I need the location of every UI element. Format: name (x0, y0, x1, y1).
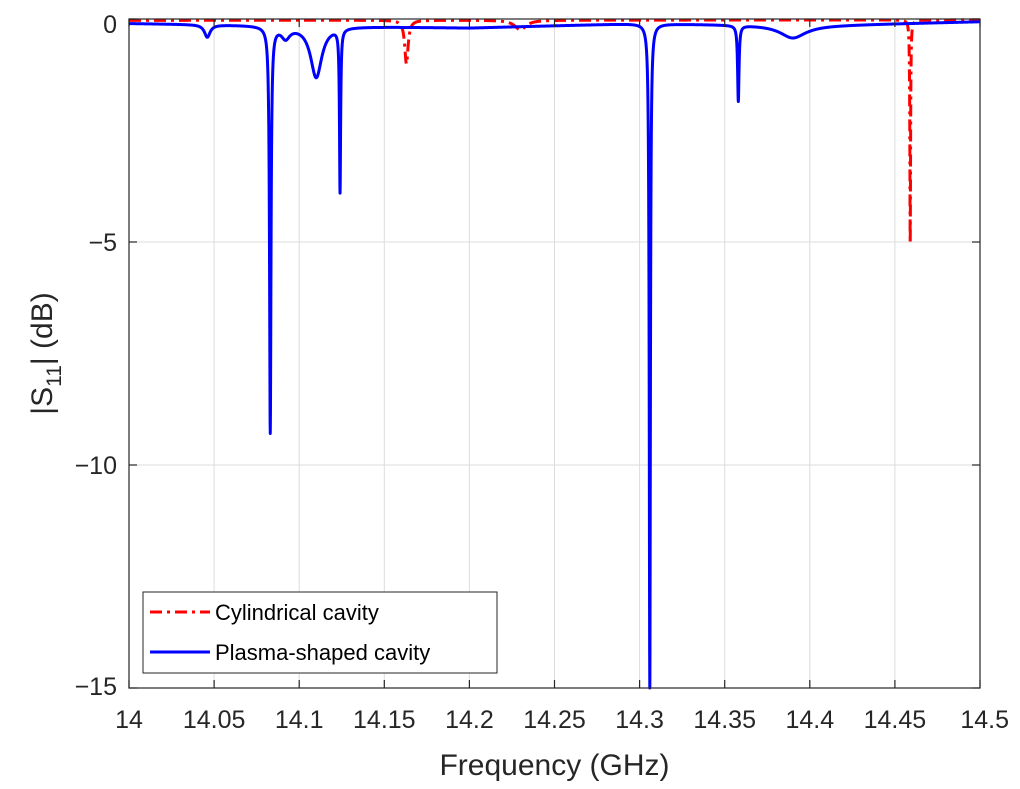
y-tick-label: 0 (103, 11, 117, 39)
x-axis-label: Frequency (GHz) (439, 749, 669, 782)
x-tick-label: 14.3 (615, 706, 664, 734)
x-tick-label: 14.1 (275, 706, 324, 734)
legend-box (142, 591, 498, 674)
x-tick-label: 14.4 (785, 706, 834, 734)
y-tick-label: −5 (88, 229, 117, 257)
y-axis-label: |S11| (dB) (26, 292, 66, 414)
legend-label-cylindrical: Cylindrical cavity (215, 600, 379, 625)
x-tick-label: 14 (115, 706, 143, 734)
series-line-plasma (127, 20, 982, 690)
x-tick-label: 14.15 (353, 706, 416, 734)
y-axis-label-pre: |S (26, 387, 59, 415)
series-line-cylindrical (127, 18, 982, 245)
y-axis-label-post: | (dB) (26, 292, 59, 365)
y-axis-label-sub: 11 (43, 365, 66, 387)
ticks (128, 18, 981, 689)
x-tick-label: 14.05 (183, 706, 246, 734)
x-tick-label: 14.2 (445, 706, 494, 734)
y-tick-labels: 0 −5 −10 −15 (75, 11, 117, 701)
x-tick-label: 14.25 (523, 706, 586, 734)
series-layer (127, 18, 982, 690)
x-tick-label: 14.35 (693, 706, 756, 734)
legend: Cylindrical cavity Plasma-shaped cavity (142, 591, 498, 674)
x-tick-label: 14.5 (960, 706, 1009, 734)
y-tick-label: −15 (75, 673, 117, 701)
y-tick-label: −10 (75, 452, 117, 480)
x-tick-labels: 14 14.05 14.1 14.15 14.2 14.25 14.3 14.35 14.4 14… (115, 706, 1009, 734)
x-tick-label: 14.45 (864, 706, 927, 734)
legend-label-plasma: Plasma-shaped cavity (215, 640, 430, 665)
